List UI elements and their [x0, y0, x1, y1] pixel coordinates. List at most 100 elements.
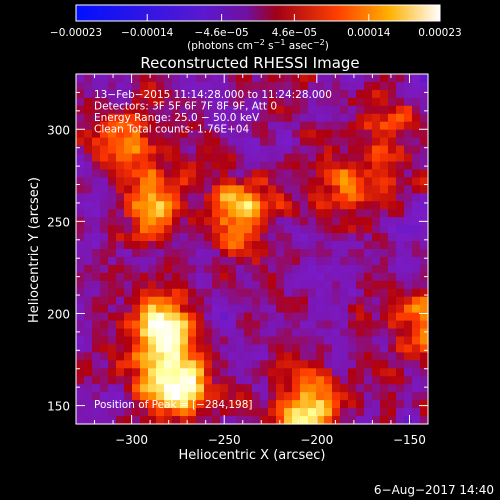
- heatmap-cell: [132, 264, 141, 274]
- heatmap-cell: [164, 169, 173, 178]
- heatmap-cell: [116, 74, 125, 83]
- heatmap-cell: [116, 400, 125, 409]
- heatmap-cell: [388, 280, 397, 290]
- heatmap-cell: [308, 145, 317, 155]
- heatmap-cell: [164, 400, 173, 409]
- heatmap-cell: [316, 217, 325, 226]
- heatmap-cell: [172, 241, 181, 250]
- heatmap-cell: [260, 264, 269, 274]
- heatmap-cell: [260, 256, 269, 266]
- heatmap-cell: [412, 288, 421, 298]
- heatmap-cell: [324, 249, 333, 258]
- heatmap-cell: [404, 280, 413, 290]
- heatmap-cell: [100, 392, 109, 401]
- heatmap-cell: [380, 416, 389, 425]
- heatmap-cell: [404, 249, 413, 258]
- heatmap-cell: [276, 336, 285, 346]
- heatmap-cell: [180, 81, 189, 91]
- heatmap-cell: [252, 400, 261, 409]
- heatmap-cell: [372, 249, 381, 258]
- heatmap-cell: [148, 320, 157, 330]
- heatmap-cell: [212, 105, 221, 115]
- heatmap-cell: [244, 256, 253, 266]
- heatmap-cell: [236, 105, 245, 115]
- heatmap-cell: [332, 408, 341, 417]
- heatmap-cell: [140, 137, 149, 147]
- heatmap-cell: [100, 137, 109, 147]
- heatmap-cell: [180, 296, 189, 306]
- heatmap-cell: [324, 280, 333, 290]
- heatmap-cell: [356, 209, 365, 218]
- heatmap-cell: [172, 360, 181, 369]
- heatmap-cell: [292, 336, 301, 346]
- heatmap-cell: [196, 296, 205, 306]
- heatmap-cell: [388, 336, 397, 346]
- heatmap-cell: [340, 312, 349, 322]
- heatmap-cell: [76, 121, 85, 131]
- heatmap-cell: [92, 416, 101, 425]
- heatmap-cell: [340, 408, 349, 417]
- heatmap-cell: [244, 217, 253, 226]
- heatmap-cell: [332, 272, 341, 282]
- heatmap-cell: [276, 400, 285, 409]
- heatmap-cell: [268, 288, 277, 298]
- heatmap-cell: [396, 288, 405, 298]
- heatmap-cell: [372, 320, 381, 330]
- heatmap-cell: [300, 89, 309, 99]
- heatmap-cell: [132, 344, 141, 353]
- heatmap-cell: [172, 320, 181, 330]
- heatmap-cell: [300, 74, 309, 83]
- heatmap-cell: [260, 336, 269, 346]
- heatmap-cell: [364, 384, 373, 393]
- heatmap-cell: [292, 185, 301, 194]
- heatmap-cell: [348, 249, 357, 258]
- heatmap-cell: [156, 74, 165, 83]
- heatmap-cell: [356, 97, 365, 107]
- heatmap-cell: [316, 209, 325, 218]
- heatmap-cell: [164, 408, 173, 417]
- heatmap-cell: [76, 304, 85, 314]
- heatmap-cell: [340, 209, 349, 218]
- heatmap-cell: [212, 97, 221, 107]
- heatmap-cell: [172, 280, 181, 290]
- heatmap-cell: [156, 328, 165, 338]
- heatmap-cell: [348, 352, 357, 361]
- heatmap-cell: [412, 209, 421, 218]
- heatmap-cell: [348, 288, 357, 298]
- heatmap-cell: [380, 400, 389, 409]
- heatmap-cell: [412, 161, 421, 171]
- heatmap-cell: [236, 89, 245, 99]
- heatmap-cell: [300, 209, 309, 218]
- heatmap-cell: [348, 264, 357, 274]
- heatmap-cell: [172, 296, 181, 306]
- heatmap-cell: [404, 145, 413, 155]
- heatmap-cell: [92, 304, 101, 314]
- heatmap-cell: [164, 185, 173, 194]
- heatmap-cell: [396, 344, 405, 353]
- heatmap-cell: [244, 320, 253, 330]
- heatmap-cell: [316, 400, 325, 409]
- heatmap-cell: [356, 296, 365, 306]
- heatmap-cell: [116, 105, 125, 115]
- heatmap-cell: [324, 113, 333, 123]
- heatmap-cell: [180, 225, 189, 234]
- heatmap-cell: [252, 153, 261, 163]
- heatmap-cell: [164, 272, 173, 282]
- heatmap-cell: [348, 272, 357, 282]
- heatmap-cell: [116, 336, 125, 346]
- heatmap-cell: [124, 193, 133, 202]
- heatmap-cell: [228, 352, 237, 361]
- heatmap-cell: [92, 256, 101, 266]
- heatmap-cell: [84, 304, 93, 314]
- heatmap-cell: [156, 272, 165, 282]
- heatmap-cell: [148, 249, 157, 258]
- heatmap-cell: [252, 121, 261, 131]
- heatmap-cell: [260, 74, 269, 83]
- heatmap-cell: [396, 312, 405, 322]
- heatmap-cell: [116, 81, 125, 91]
- heatmap-cell: [364, 217, 373, 226]
- heatmap-cell: [108, 328, 117, 338]
- heatmap-cell: [324, 105, 333, 115]
- heatmap-cell: [268, 336, 277, 346]
- heatmap-cell: [124, 296, 133, 306]
